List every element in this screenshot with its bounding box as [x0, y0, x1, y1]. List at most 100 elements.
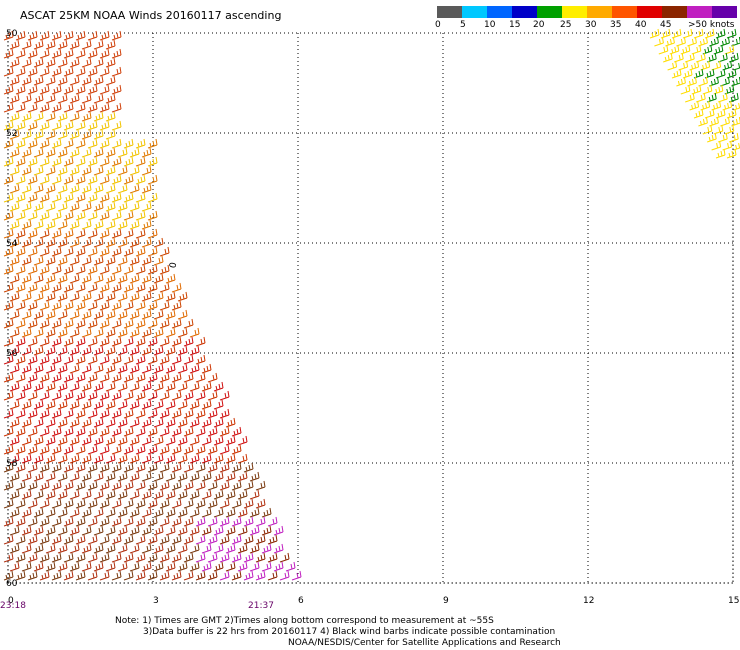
wind-barb: [3, 516, 14, 527]
wind-barb: [195, 372, 206, 383]
wind-barb: [687, 36, 697, 47]
wind-barb: [63, 516, 74, 527]
wind-barb: [15, 192, 26, 203]
x-tick-label: 3: [153, 596, 159, 606]
wind-barb: [165, 543, 176, 554]
wind-barb: [27, 516, 38, 527]
wind-barb: [21, 435, 32, 446]
wind-barb: [141, 435, 152, 446]
wind-barb: [21, 309, 32, 320]
wind-barb: [81, 489, 92, 500]
wind-barb: [39, 138, 50, 149]
wind-barb: [195, 390, 206, 401]
wind-barb: [69, 327, 80, 338]
wind-barb: [135, 408, 146, 419]
wind-barb: [135, 318, 146, 329]
wind-barb: [724, 44, 735, 55]
wind-barb: [671, 68, 682, 79]
legend-label: 0: [435, 20, 441, 30]
wind-barb: [57, 147, 68, 158]
wind-barb: [9, 111, 20, 122]
wind-barb: [135, 282, 146, 293]
wind-barb: [33, 435, 44, 446]
wind-barb: [207, 372, 218, 383]
wind-barb: [117, 525, 128, 536]
y-tick-label: 54: [6, 239, 18, 249]
wind-barb: [674, 52, 684, 63]
wind-barb: [129, 561, 140, 572]
wind-barb: [693, 28, 704, 39]
wind-barb: [63, 552, 74, 563]
wind-barb: [39, 462, 50, 473]
wind-barb: [51, 174, 62, 185]
wind-barb: [135, 444, 146, 455]
wind-barb: [3, 444, 14, 455]
wind-barb: [9, 309, 20, 320]
wind-barb: [231, 552, 242, 563]
wind-barb: [165, 453, 176, 464]
wind-barb: [57, 543, 68, 554]
wind-barb: [117, 183, 128, 194]
wind-barb: [3, 570, 14, 581]
wind-barb: [219, 390, 230, 401]
legend-label: 25: [560, 20, 572, 30]
wind-barb: [123, 318, 134, 329]
legend-swatch: [712, 6, 737, 18]
wind-barb: [33, 543, 44, 554]
wind-barb: [87, 336, 98, 347]
wind-barb: [63, 462, 74, 473]
y-tick-label: 56: [6, 349, 18, 359]
wind-barb: [117, 327, 128, 338]
wind-barb: [129, 417, 140, 428]
wind-barb: [285, 561, 296, 572]
wind-barb: [213, 489, 224, 500]
wind-barb: [45, 327, 56, 338]
wind-barb: [707, 132, 717, 143]
wind-barb: [15, 354, 26, 365]
wind-barb: [45, 129, 56, 140]
wind-barb: [27, 552, 38, 563]
wind-barb: [718, 132, 728, 143]
wind-barb: [159, 318, 170, 329]
wind-barb: [153, 507, 164, 518]
wind-barb: [141, 507, 152, 518]
wind-barb: [39, 102, 50, 113]
wind-barb: [15, 156, 26, 167]
wind-barb: [57, 57, 68, 68]
legend-swatch: [512, 6, 537, 18]
wind-barb: [99, 336, 110, 347]
wind-barb: [117, 363, 128, 374]
wind-barb: [135, 192, 146, 203]
wind-barb: [159, 282, 170, 293]
wind-barb: [201, 471, 212, 482]
wind-barb: [189, 417, 200, 428]
wind-barb: [81, 291, 92, 302]
wind-barb: [27, 192, 38, 203]
wind-barb: [255, 480, 266, 491]
wind-barb: [63, 264, 74, 275]
wind-barb: [57, 471, 68, 482]
wind-barb: [189, 507, 200, 518]
wind-barb: [63, 192, 74, 203]
wind-barb: [81, 255, 92, 266]
wind-barb: [195, 354, 206, 365]
wind-barb: [15, 174, 26, 185]
wind-barb: [267, 516, 278, 527]
wind-barb: [141, 345, 152, 356]
map-title: ASCAT 25KM NOAA Winds 20160117 ascending: [20, 9, 282, 22]
wind-barb: [99, 48, 110, 59]
wind-barb: [105, 75, 116, 86]
wind-barb: [201, 453, 212, 464]
wind-barb: [201, 543, 212, 554]
wind-barb: [159, 408, 170, 419]
wind-barb: [75, 354, 86, 365]
wind-barb: [9, 291, 20, 302]
wind-barb: [33, 75, 44, 86]
wind-barb: [99, 120, 110, 131]
wind-barb: [105, 435, 116, 446]
wind-barb: [51, 300, 62, 311]
wind-barb: [219, 462, 230, 473]
wind-barb: [51, 570, 62, 581]
wind-barb: [69, 165, 80, 176]
